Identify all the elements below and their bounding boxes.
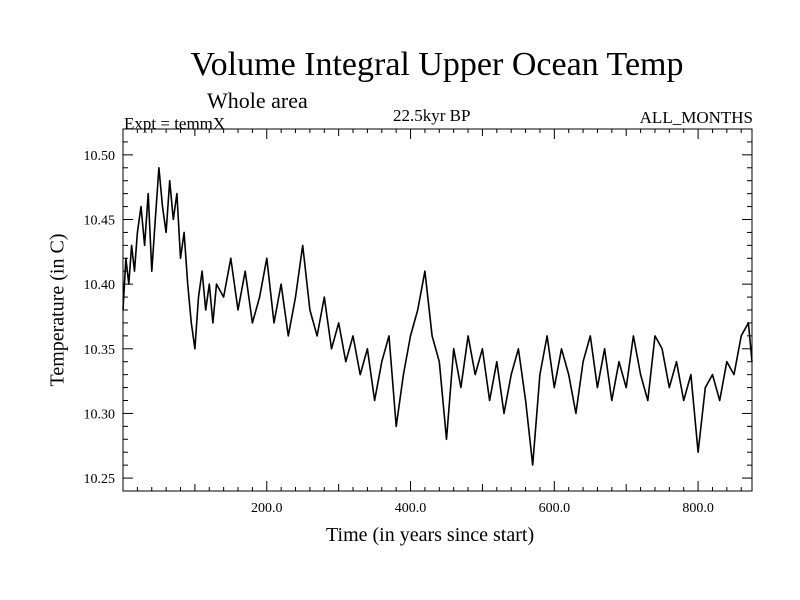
plot-frame [122,128,753,492]
y-tick-label: 10.40 [84,278,116,293]
y-tick-label: 10.35 [84,343,116,358]
axis-ticks [123,129,752,491]
y-tick-label: 10.25 [84,472,116,487]
series-line [122,167,753,466]
y-tick-label: 10.30 [84,407,116,422]
experiment-label: Expt = temmX [124,114,226,133]
x-tick-label: 400.0 [395,501,427,516]
x-tick-label: 200.0 [251,501,283,516]
chart-title: Volume Integral Upper Ocean Temp [190,46,684,83]
chart-subtitle: Whole area [207,88,308,113]
x-tick-label: 800.0 [682,501,714,516]
months-label: ALL_MONTHS [639,108,753,127]
period-label: 22.5kyr BP [393,106,471,125]
y-tick-label: 10.50 [84,149,116,164]
x-axis-label: Time (in years since start) [326,524,535,546]
x-tick-label: 600.0 [539,501,571,516]
y-tick-label: 10.45 [84,214,116,229]
tick-labels: 200.0 400.0 600.0 800.0 10.25 10.30 10.35 10.40… [84,149,714,516]
